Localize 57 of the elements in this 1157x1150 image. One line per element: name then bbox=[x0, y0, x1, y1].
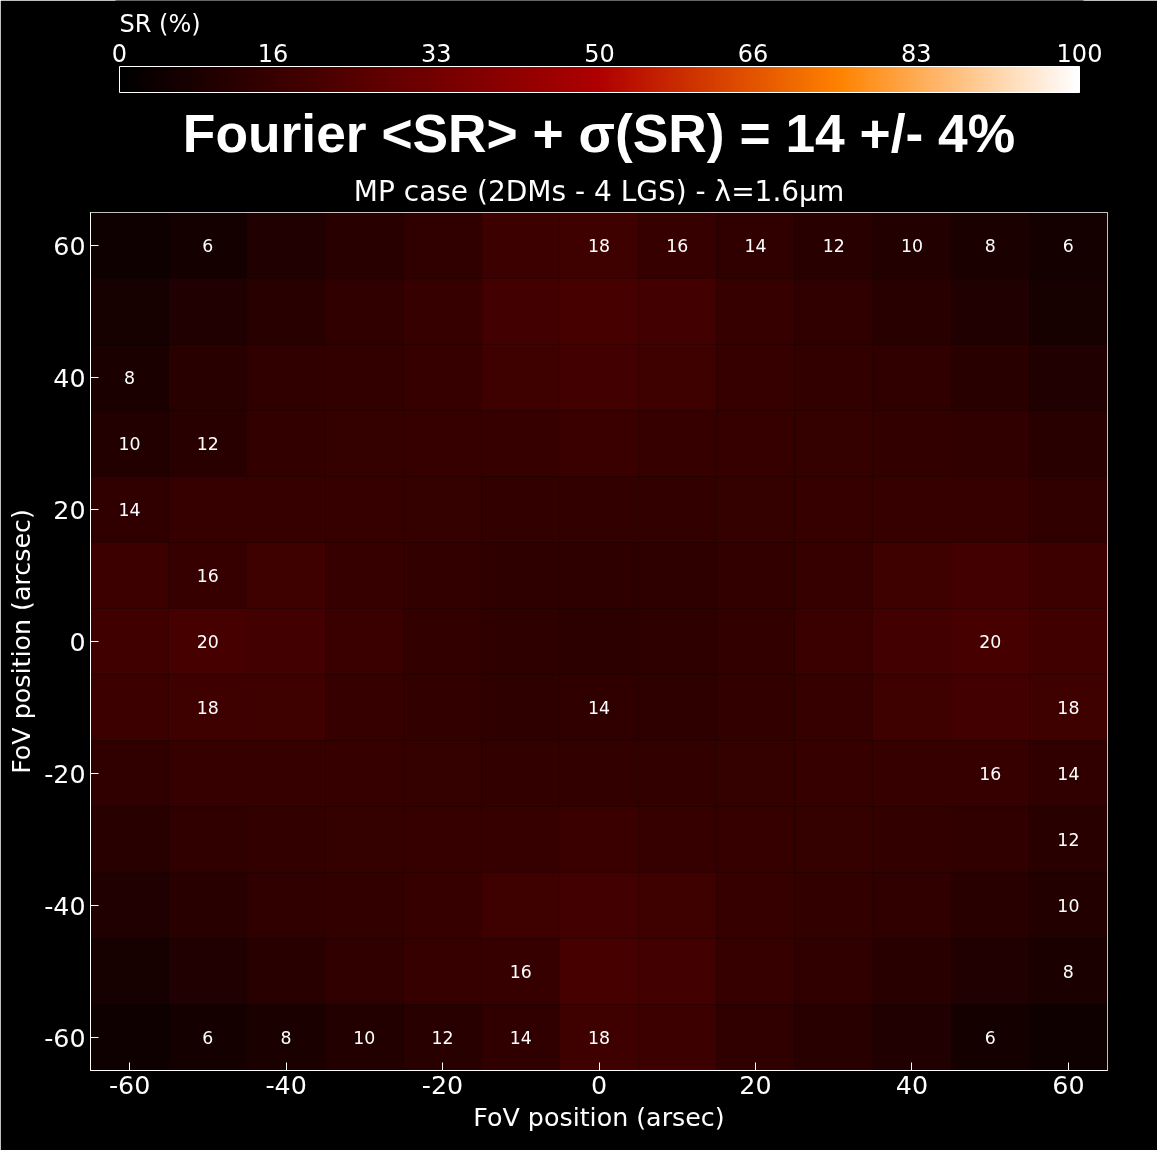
data-label: 10 bbox=[353, 1028, 376, 1048]
color-bar-label: 16 bbox=[257, 39, 289, 68]
data-label: 14 bbox=[587, 698, 611, 718]
data-label: 8 bbox=[280, 1028, 292, 1048]
color-bar-label: 33 bbox=[421, 39, 452, 68]
y-tick-label: -60 bbox=[44, 1022, 86, 1053]
data-label: 12 bbox=[822, 236, 845, 256]
y-axis-title: FoV position (arcsec) bbox=[6, 509, 37, 774]
color-bar-label: 50 bbox=[584, 39, 615, 68]
data-label: 6 bbox=[202, 236, 214, 256]
data-label: 12 bbox=[196, 434, 219, 454]
data-label: 18 bbox=[1057, 698, 1080, 718]
data-label: 16 bbox=[979, 764, 1002, 784]
color-bar-label: 66 bbox=[737, 39, 769, 68]
color-bar-label: 100 bbox=[1056, 39, 1103, 68]
data-label: 10 bbox=[118, 434, 141, 454]
x-tick-label: -20 bbox=[421, 1069, 464, 1100]
data-label: 18 bbox=[196, 698, 219, 718]
data-label: 14 bbox=[118, 500, 141, 520]
color-bar-label: 0 bbox=[111, 39, 128, 68]
data-label: 12 bbox=[431, 1028, 454, 1048]
y-tick-label: 0 bbox=[69, 626, 86, 657]
x-tick-label: 0 bbox=[590, 1069, 608, 1100]
data-label: 16 bbox=[666, 236, 689, 256]
data-label: 18 bbox=[587, 236, 611, 256]
data-label: 18 bbox=[587, 1028, 611, 1048]
x-tick-label: 60 bbox=[1052, 1069, 1085, 1100]
data-label: 8 bbox=[1062, 962, 1074, 982]
chart-title: Fourier <SR> + σ(SR) = 14 +/- 4% bbox=[182, 103, 1016, 163]
x-tick-label: 40 bbox=[895, 1069, 929, 1100]
data-label: 20 bbox=[979, 632, 1002, 652]
data-label: 10 bbox=[1057, 896, 1080, 916]
data-label: 10 bbox=[900, 236, 923, 256]
x-tick-label: -60 bbox=[108, 1069, 151, 1100]
data-label: 6 bbox=[202, 1028, 214, 1048]
color-bar-title: SR (%) bbox=[119, 9, 201, 38]
data-label: 12 bbox=[1057, 830, 1080, 850]
data-label: 20 bbox=[196, 632, 219, 652]
data-label: 6 bbox=[984, 1028, 996, 1048]
data-label: 14 bbox=[744, 236, 767, 256]
color-bar-label: 83 bbox=[901, 39, 932, 68]
x-tick-label: 20 bbox=[739, 1069, 772, 1100]
x-tick-label: -40 bbox=[265, 1069, 307, 1100]
data-label: 16 bbox=[196, 566, 219, 586]
data-label: 14 bbox=[509, 1028, 532, 1048]
x-axis-title: FoV position (arsec) bbox=[473, 1101, 725, 1132]
y-tick-label: 40 bbox=[53, 362, 86, 393]
data-label: 14 bbox=[1057, 764, 1080, 784]
y-tick-label: -40 bbox=[44, 890, 86, 921]
data-label: 16 bbox=[509, 962, 532, 982]
y-tick-label: -20 bbox=[44, 758, 86, 789]
data-label: 8 bbox=[984, 236, 996, 256]
data-label: 6 bbox=[1062, 236, 1074, 256]
y-tick-label: 60 bbox=[53, 230, 86, 261]
chart-subtitle: MP case (2DMs - 4 LGS) - λ=1.6μm bbox=[353, 174, 845, 208]
y-tick-label: 20 bbox=[53, 494, 86, 525]
data-label: 8 bbox=[124, 368, 136, 388]
